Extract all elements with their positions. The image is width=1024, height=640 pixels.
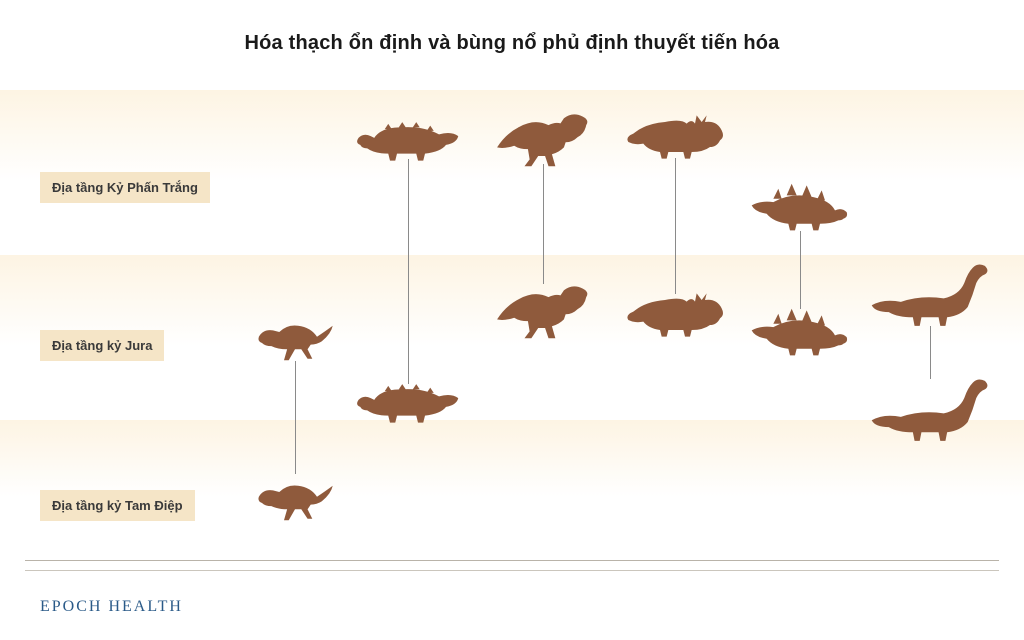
dinosaur-sauropod xyxy=(870,375,990,445)
dinosaur-triceratops xyxy=(625,290,725,340)
connector-line xyxy=(543,164,544,284)
dinosaur-stegosaur xyxy=(750,180,850,235)
connector-line xyxy=(675,158,676,294)
connector-line xyxy=(800,231,801,309)
strata-label: Địa tầng Kỷ Phấn Trắng xyxy=(40,172,210,203)
strata-divider xyxy=(25,560,999,561)
bottom-line xyxy=(25,570,999,571)
connector-line xyxy=(408,159,409,384)
dinosaur-triceratops xyxy=(625,112,725,162)
brand-logo: EPOCH HEALTH xyxy=(40,598,183,616)
dinosaur-ankylosaur xyxy=(355,118,460,163)
connector-line xyxy=(295,361,296,474)
dinosaur-sauropod xyxy=(870,260,990,330)
dinosaur-raptor xyxy=(255,470,335,525)
dinosaur-ankylosaur xyxy=(355,380,460,425)
dinosaur-trex xyxy=(495,280,590,340)
diagram-title: Hóa thạch ổn định và bùng nổ phủ định th… xyxy=(0,32,1024,55)
diagram-canvas: Hóa thạch ổn định và bùng nổ phủ định th… xyxy=(0,0,1024,640)
dinosaur-trex xyxy=(495,108,590,168)
strata-label: Địa tầng kỷ Tam Điệp xyxy=(40,490,195,521)
dinosaur-stegosaur xyxy=(750,305,850,360)
connector-line xyxy=(930,326,931,379)
dinosaur-raptor xyxy=(255,310,335,365)
strata-label: Địa tầng kỷ Jura xyxy=(40,330,164,361)
